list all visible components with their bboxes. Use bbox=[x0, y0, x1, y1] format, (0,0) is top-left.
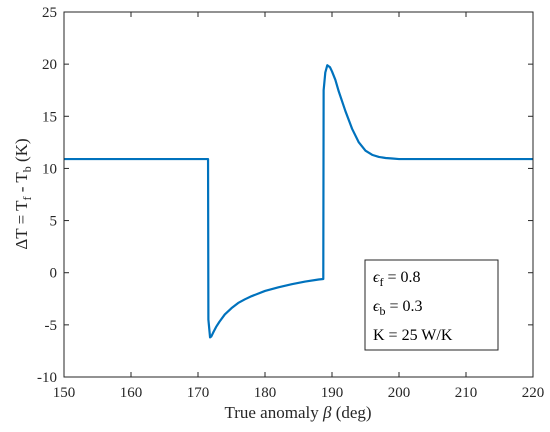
y-tick-label: 25 bbox=[42, 5, 57, 21]
x-axis-title: True anomaly β (deg) bbox=[224, 403, 371, 422]
y-tick-label: -10 bbox=[37, 370, 57, 386]
x-tick-label: 220 bbox=[522, 385, 545, 401]
legend-line-epsilon-b: ϵb = 0.3 bbox=[373, 298, 422, 318]
y-tick-label: 20 bbox=[42, 57, 57, 73]
y-tick-labels: -10 -5 0 5 10 15 20 25 bbox=[37, 5, 57, 386]
x-tick-label: 210 bbox=[455, 385, 478, 401]
legend-line-epsilon-f: ϵf = 0.8 bbox=[373, 269, 420, 289]
x-tick-label: 190 bbox=[321, 385, 344, 401]
legend-frame bbox=[364, 259, 499, 351]
x-tick-labels: 150 160 170 180 190 200 210 220 bbox=[53, 385, 545, 401]
x-tick-label: 150 bbox=[53, 385, 76, 401]
y-tick-label: -5 bbox=[45, 318, 58, 334]
y-axis-title: ΔT = Tf - Tb (K) bbox=[12, 138, 34, 249]
y-tick-label: 0 bbox=[50, 266, 58, 282]
axes-box bbox=[63, 11, 534, 378]
x-tick-label: 180 bbox=[254, 385, 277, 401]
x-tick-label: 170 bbox=[187, 385, 210, 401]
x-tick-label: 200 bbox=[388, 385, 411, 401]
y-tick-label: 10 bbox=[42, 161, 57, 177]
y-tick-label: 5 bbox=[50, 214, 58, 230]
legend-line-k: K = 25 W/K bbox=[373, 327, 453, 344]
legend-box: ϵf = 0.8 ϵb = 0.3 K = 25 W/K bbox=[364, 259, 499, 351]
y-tick-label: 15 bbox=[42, 109, 57, 125]
x-tick-label: 160 bbox=[120, 385, 143, 401]
series-line bbox=[64, 64, 533, 339]
